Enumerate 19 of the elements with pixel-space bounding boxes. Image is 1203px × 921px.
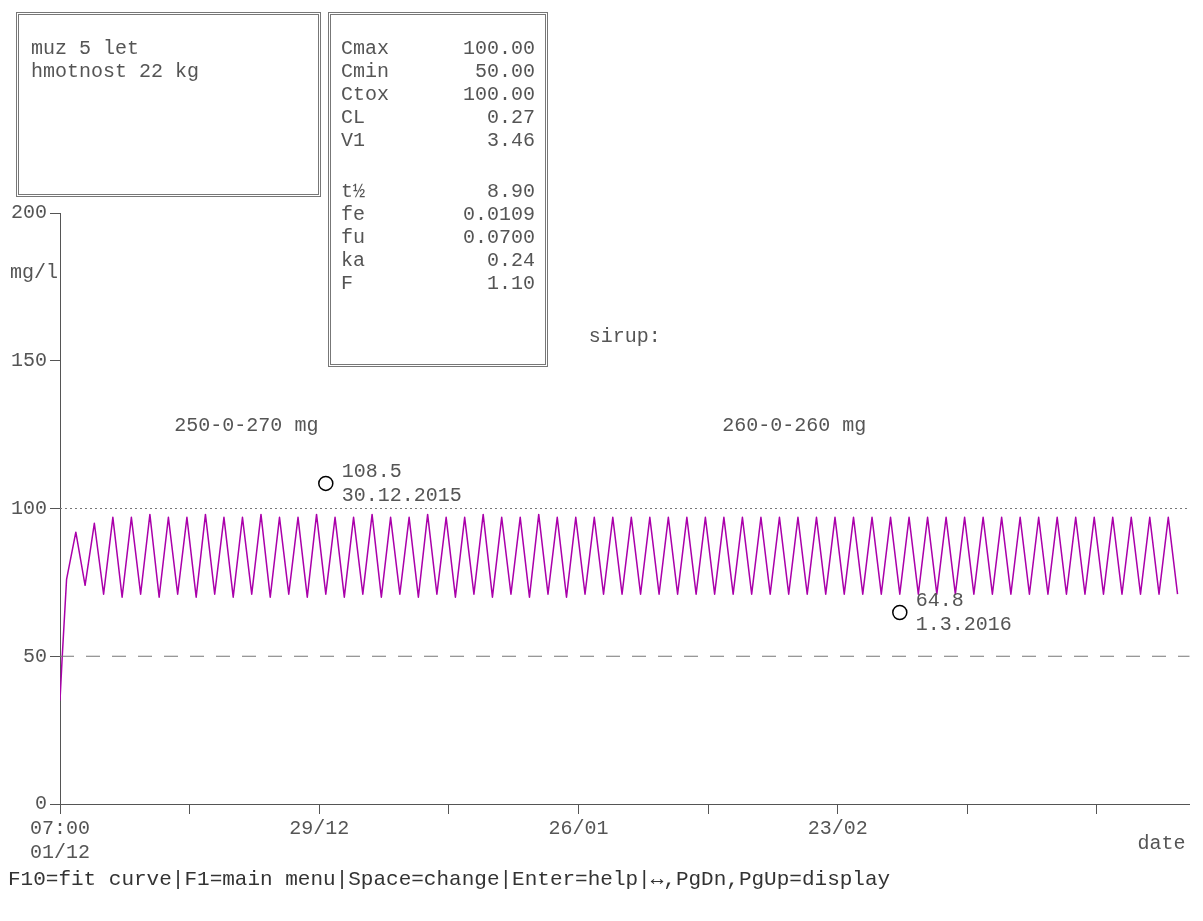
- annotation: sirup:: [588, 325, 661, 349]
- y-tick-label: 150: [10, 349, 48, 373]
- data-label: 64.8 1.3.2016: [915, 588, 1012, 636]
- annotation: 260-0-260 mg: [722, 414, 867, 438]
- data-label: 108.5 30.12.2015: [341, 459, 462, 507]
- text: F10=fit curve|F1=main menu|Space=change|Enter=help|↔,PgDn,PgUp=display: [8, 868, 892, 891]
- patient-panel: muz 5 let hmotnost 22 kg: [16, 12, 321, 197]
- annotation: 250-0-270 mg: [174, 414, 319, 438]
- y-tick-label: 0: [34, 792, 48, 816]
- y-tick-label: 200: [10, 201, 48, 225]
- x-tick-label: 29/12: [289, 817, 350, 841]
- y-axis-title: mg/l: [10, 261, 59, 285]
- y-tick-label: 100: [10, 496, 48, 520]
- x-axis-title: date: [1137, 832, 1186, 856]
- x-tick-label: 23/02: [807, 817, 868, 841]
- x-tick-label: 07:00 01/12: [30, 817, 91, 865]
- y-tick-label: 50: [22, 644, 48, 668]
- x-tick-label: 26/01: [548, 817, 609, 841]
- parameter-panel: Cmax 100.00 Cmin 50.00 Ctox 100.00 CL 0.27 V1 3.46 t½ 8.90 fe 0.0109 fu 0.0700 ka 0.24 F 1.10: [328, 12, 548, 367]
